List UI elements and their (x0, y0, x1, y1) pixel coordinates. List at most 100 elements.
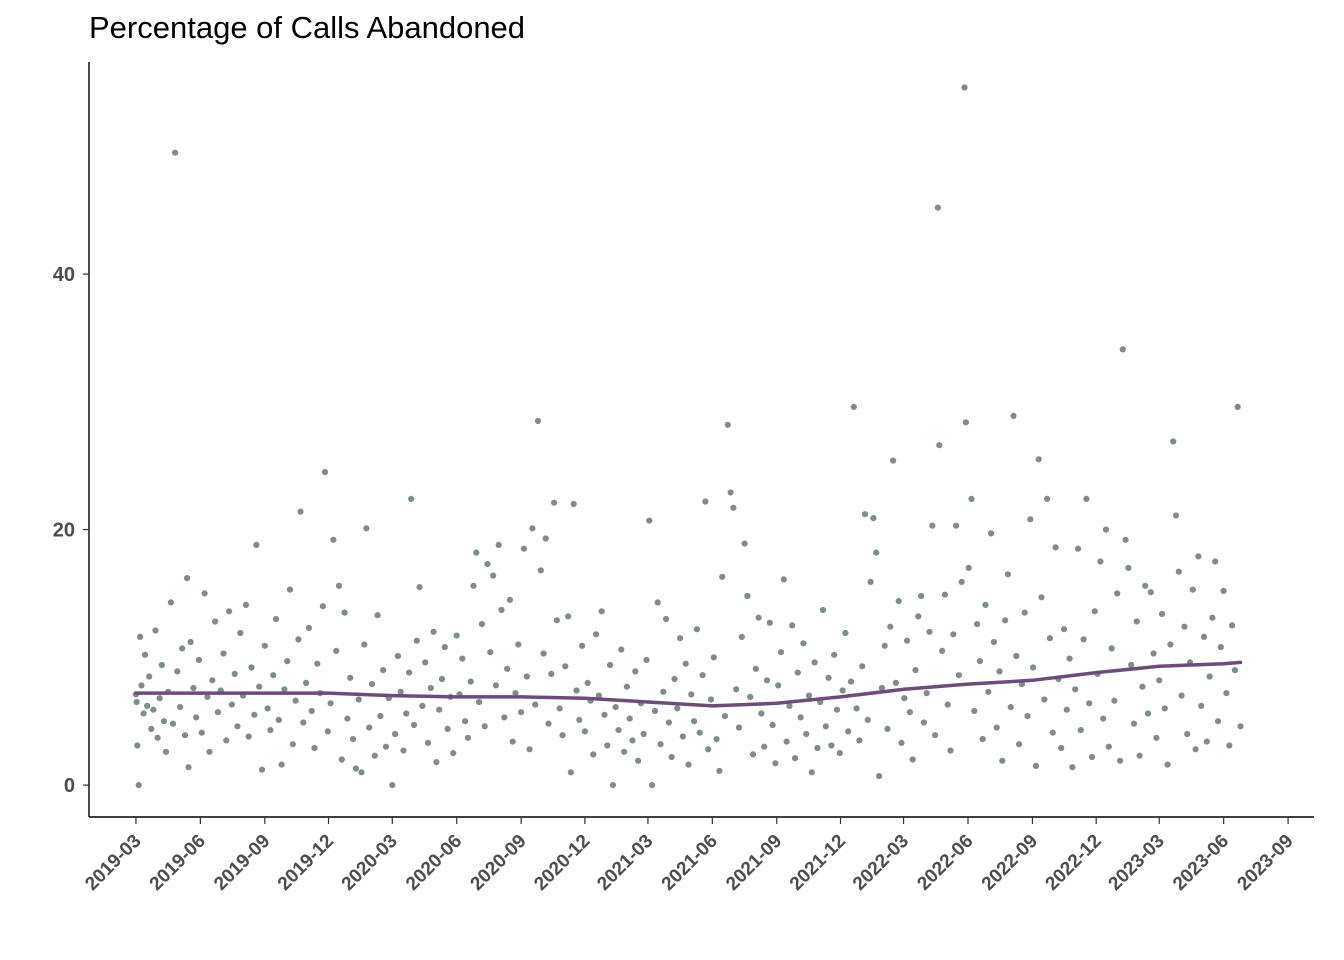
data-point (1119, 346, 1126, 353)
y-tick-label: 20 (53, 520, 75, 542)
data-point (438, 675, 446, 683)
data-point (1217, 644, 1224, 651)
x-tick-label: 2023-09 (1233, 831, 1297, 895)
data-point (148, 725, 155, 733)
data-point (668, 753, 675, 761)
data-point (481, 723, 488, 730)
data-point (1139, 683, 1146, 690)
data-point (1133, 618, 1140, 625)
data-point (156, 695, 163, 702)
data-point (705, 746, 712, 753)
data-point (825, 674, 832, 681)
data-point (761, 743, 768, 750)
data-point (861, 511, 869, 518)
data-point (609, 782, 617, 789)
data-point (623, 683, 631, 690)
data-point (1007, 704, 1014, 711)
data-point (780, 576, 787, 583)
data-point (612, 704, 619, 711)
data-point (800, 640, 807, 647)
data-point (344, 715, 351, 722)
data-point (462, 718, 469, 725)
data-point (501, 714, 508, 721)
data-point (819, 606, 827, 614)
data-point (289, 741, 296, 748)
data-point (859, 663, 866, 670)
data-point (1086, 700, 1093, 707)
data-point (459, 655, 466, 662)
data-point (223, 737, 230, 744)
data-point (400, 747, 407, 754)
data-point (758, 710, 765, 717)
data-point (314, 660, 321, 667)
data-point (777, 649, 785, 656)
data-point (763, 677, 771, 684)
data-point (1231, 667, 1238, 674)
data-point (338, 756, 345, 763)
x-tick-label: 2021-06 (658, 831, 722, 895)
data-point (1164, 761, 1171, 768)
data-point (526, 746, 533, 753)
data-point (371, 752, 378, 759)
data-point (822, 723, 829, 730)
data-point (1030, 664, 1037, 671)
data-point (453, 632, 460, 639)
data-point (272, 615, 280, 623)
data-point (484, 561, 491, 568)
data-point (982, 601, 989, 609)
data-point (181, 732, 189, 739)
data-point (487, 649, 494, 656)
data-point (152, 627, 159, 634)
data-point (397, 688, 404, 695)
data-point (915, 613, 922, 620)
data-point (515, 641, 522, 648)
data-point (190, 684, 197, 692)
data-point (665, 719, 673, 726)
data-point (1116, 757, 1124, 764)
data-point (663, 615, 670, 623)
data-point (324, 728, 331, 735)
data-point (923, 690, 930, 697)
data-point (772, 760, 779, 767)
data-point (286, 586, 294, 593)
data-point (297, 508, 304, 515)
data-point (660, 688, 667, 695)
data-point (534, 417, 542, 425)
data-point (856, 737, 863, 744)
data-point (881, 642, 888, 649)
data-point (352, 765, 359, 772)
x-tick-label: 2022-06 (913, 831, 977, 895)
data-point (137, 633, 144, 641)
data-point (355, 696, 362, 703)
data-point (716, 767, 723, 775)
data-point (1111, 697, 1118, 704)
data-point (996, 668, 1003, 675)
data-point (635, 757, 642, 764)
data-point (867, 578, 874, 586)
data-point (944, 701, 951, 708)
data-point (682, 660, 689, 667)
data-point (814, 744, 821, 752)
data-point (1189, 586, 1196, 593)
data-point (380, 667, 387, 674)
data-point (811, 659, 818, 666)
data-point (361, 641, 368, 648)
data-point (1181, 623, 1188, 630)
data-points (132, 84, 1244, 789)
x-tick-label: 2020-06 (402, 831, 466, 895)
data-point (427, 684, 434, 692)
data-point (615, 727, 622, 734)
data-point (833, 706, 841, 713)
data-point (333, 647, 340, 655)
data-point (961, 84, 968, 91)
data-point (887, 623, 894, 630)
data-point (573, 687, 580, 694)
data-point (430, 628, 437, 635)
data-point (1203, 738, 1210, 745)
data-point (267, 727, 274, 734)
data-point (133, 698, 140, 706)
data-point (702, 498, 709, 505)
data-point (358, 769, 365, 776)
data-point (735, 724, 743, 731)
